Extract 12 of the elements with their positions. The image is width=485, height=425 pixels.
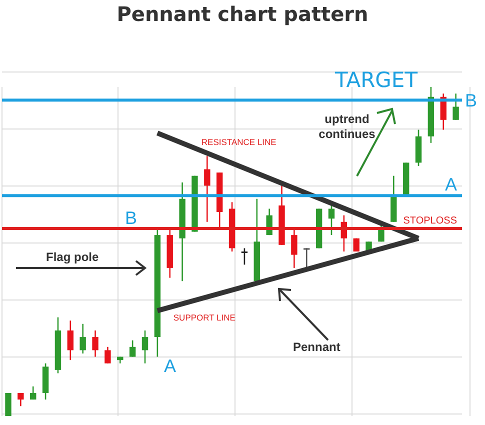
annotation: Flag pole: [46, 250, 99, 264]
annotation: B: [125, 208, 138, 229]
series-label: SUPPORT LINE: [173, 312, 236, 323]
ref-line-label: B: [465, 90, 478, 111]
chart-title: Pennant chart pattern: [116, 2, 370, 26]
annotation: A: [164, 356, 176, 377]
ref-line-label: STOPLOSS: [403, 215, 458, 226]
series-label: RESISTANCE LINE: [201, 137, 277, 148]
annotation: Pennant: [293, 340, 340, 354]
ref-line-label: A: [444, 174, 457, 195]
annotation: TARGET: [335, 68, 418, 92]
annotation: uptrend continues: [318, 112, 376, 142]
